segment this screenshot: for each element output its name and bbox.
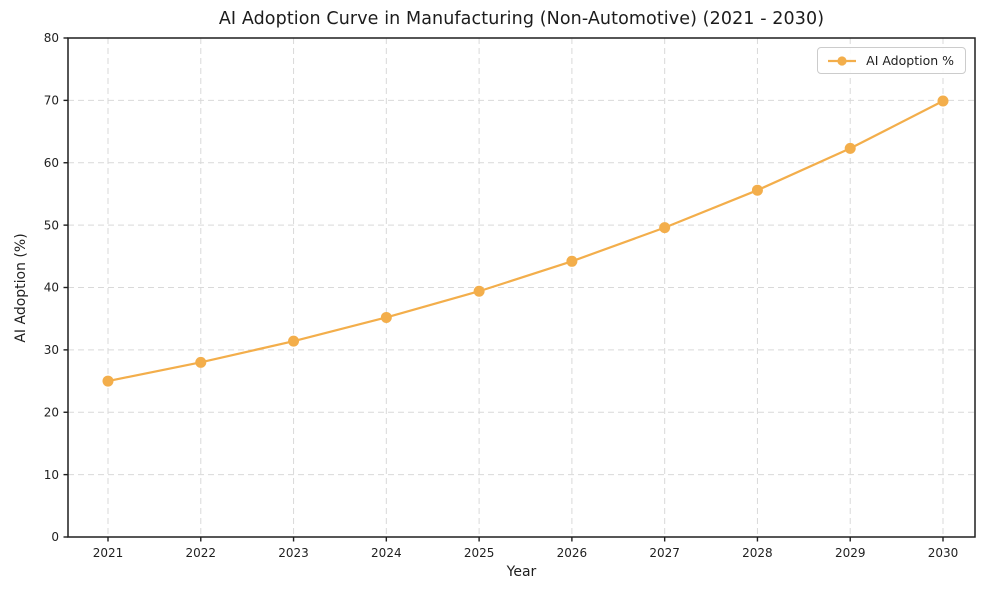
y-tick-label: 30 (44, 343, 59, 357)
y-tick-label: 80 (44, 31, 59, 45)
series-line (106, 99, 945, 383)
x-tick-label: 2026 (557, 546, 588, 560)
chart-title: AI Adoption Curve in Manufacturing (Non-… (218, 9, 825, 29)
data-point-marker (751, 184, 763, 196)
legend-label: AI Adoption % (866, 53, 954, 68)
x-tick-label: 2023 (278, 546, 309, 560)
x-axis-label: Year (506, 564, 537, 580)
x-tick-label: 2024 (371, 546, 402, 560)
data-point-marker (288, 335, 300, 347)
y-tick-label: 0 (51, 530, 59, 544)
x-tick-label: 2029 (835, 546, 866, 560)
data-point-marker (659, 222, 671, 234)
legend: AI Adoption % (817, 47, 966, 74)
y-tick-label: 40 (44, 281, 59, 295)
x-tick-label: 2028 (742, 546, 773, 560)
x-tick-label: 2027 (649, 546, 680, 560)
data-point-marker (195, 356, 207, 368)
x-tick-label: 2021 (93, 546, 124, 560)
x-tick-label: 2025 (464, 546, 495, 560)
data-point-marker (473, 285, 485, 297)
y-tick-label: 60 (44, 156, 59, 170)
y-tick-label: 50 (44, 218, 59, 232)
data-point-marker (380, 311, 392, 323)
x-tick-label: 2022 (186, 546, 217, 560)
legend-dot (837, 55, 847, 66)
x-tick-label: 2030 (928, 546, 959, 560)
data-point-marker (566, 255, 578, 267)
legend-line-marker-icon (828, 55, 857, 66)
y-tick-label: 10 (44, 468, 59, 482)
y-tick-label: 20 (44, 405, 59, 419)
data-point-marker (844, 142, 856, 154)
data-point-marker (937, 95, 949, 107)
data-point-marker (102, 375, 114, 387)
y-tick-label: 70 (44, 94, 59, 108)
